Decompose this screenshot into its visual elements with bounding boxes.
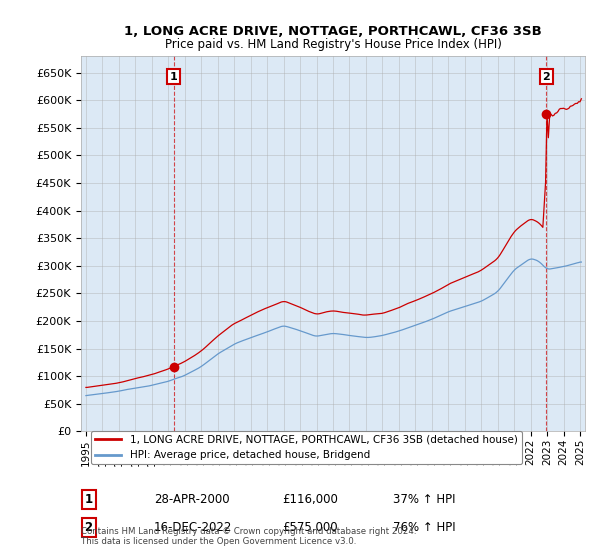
Text: 76% ↑ HPI: 76% ↑ HPI <box>394 521 456 534</box>
Text: 16-DEC-2022: 16-DEC-2022 <box>154 521 232 534</box>
Text: £116,000: £116,000 <box>283 493 338 506</box>
Text: 28-APR-2000: 28-APR-2000 <box>154 493 230 506</box>
Legend: 1, LONG ACRE DRIVE, NOTTAGE, PORTHCAWL, CF36 3SB (detached house), HPI: Average : 1, LONG ACRE DRIVE, NOTTAGE, PORTHCAWL, … <box>91 431 522 464</box>
Text: 1: 1 <box>85 493 92 506</box>
Text: Price paid vs. HM Land Registry's House Price Index (HPI): Price paid vs. HM Land Registry's House … <box>164 38 502 51</box>
Text: 2: 2 <box>85 521 92 534</box>
Text: Contains HM Land Registry data © Crown copyright and database right 2024.
This d: Contains HM Land Registry data © Crown c… <box>81 526 416 546</box>
Text: £575,000: £575,000 <box>283 521 338 534</box>
Text: 2: 2 <box>542 72 550 82</box>
Text: 37% ↑ HPI: 37% ↑ HPI <box>394 493 456 506</box>
Text: 1, LONG ACRE DRIVE, NOTTAGE, PORTHCAWL, CF36 3SB: 1, LONG ACRE DRIVE, NOTTAGE, PORTHCAWL, … <box>124 25 542 38</box>
Text: 1: 1 <box>170 72 178 82</box>
